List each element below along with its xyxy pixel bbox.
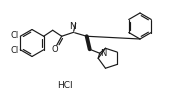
Text: N: N (69, 22, 76, 31)
Text: N: N (100, 49, 107, 58)
Text: O: O (52, 45, 59, 54)
Text: Cl: Cl (10, 31, 18, 40)
Text: HCl: HCl (57, 80, 73, 89)
Text: Cl: Cl (10, 46, 18, 55)
